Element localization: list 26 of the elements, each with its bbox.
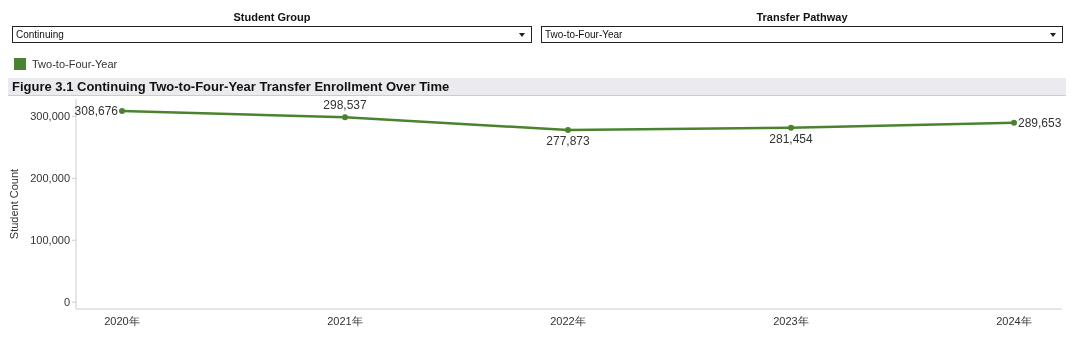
x-tick-label: 2024年 <box>996 314 1032 327</box>
point <box>565 127 571 134</box>
chart-title: Figure 3.1 Continuing Two-to-Four-Year Transfer Enrollment Over Time <box>8 78 1066 96</box>
y-axis-title: Student Count <box>7 168 20 240</box>
x-tick-label: 2020年 <box>104 314 140 327</box>
x-tick-label: 2022年 <box>550 314 586 327</box>
y-tick-label: 100,000 <box>30 234 70 247</box>
data-label: 308,676 <box>74 103 119 118</box>
y-tick-label: 200,000 <box>30 172 70 185</box>
data-label: 281,454 <box>769 131 814 146</box>
data-label: 298,537 <box>323 98 368 113</box>
text: Student Group <box>232 10 312 25</box>
x-tick-label: 2021年 <box>327 314 363 327</box>
legend-label: Two-to-Four-Year <box>31 58 118 70</box>
point <box>1011 119 1017 126</box>
text: Transfer Pathway <box>755 10 849 25</box>
x-tick-label: 2023年 <box>773 314 809 327</box>
point <box>119 107 125 114</box>
y-tick-label: 300,000 <box>30 110 70 123</box>
dropdown-field: Two-to-Four-Year <box>541 26 1063 43</box>
data-label: 277,873 <box>546 134 591 149</box>
point <box>342 114 348 121</box>
data-label: 289,653 <box>1018 115 1062 130</box>
y-tick-label: 0 <box>63 296 70 309</box>
dropdown-field: Continuing <box>12 26 532 43</box>
point <box>788 124 794 131</box>
